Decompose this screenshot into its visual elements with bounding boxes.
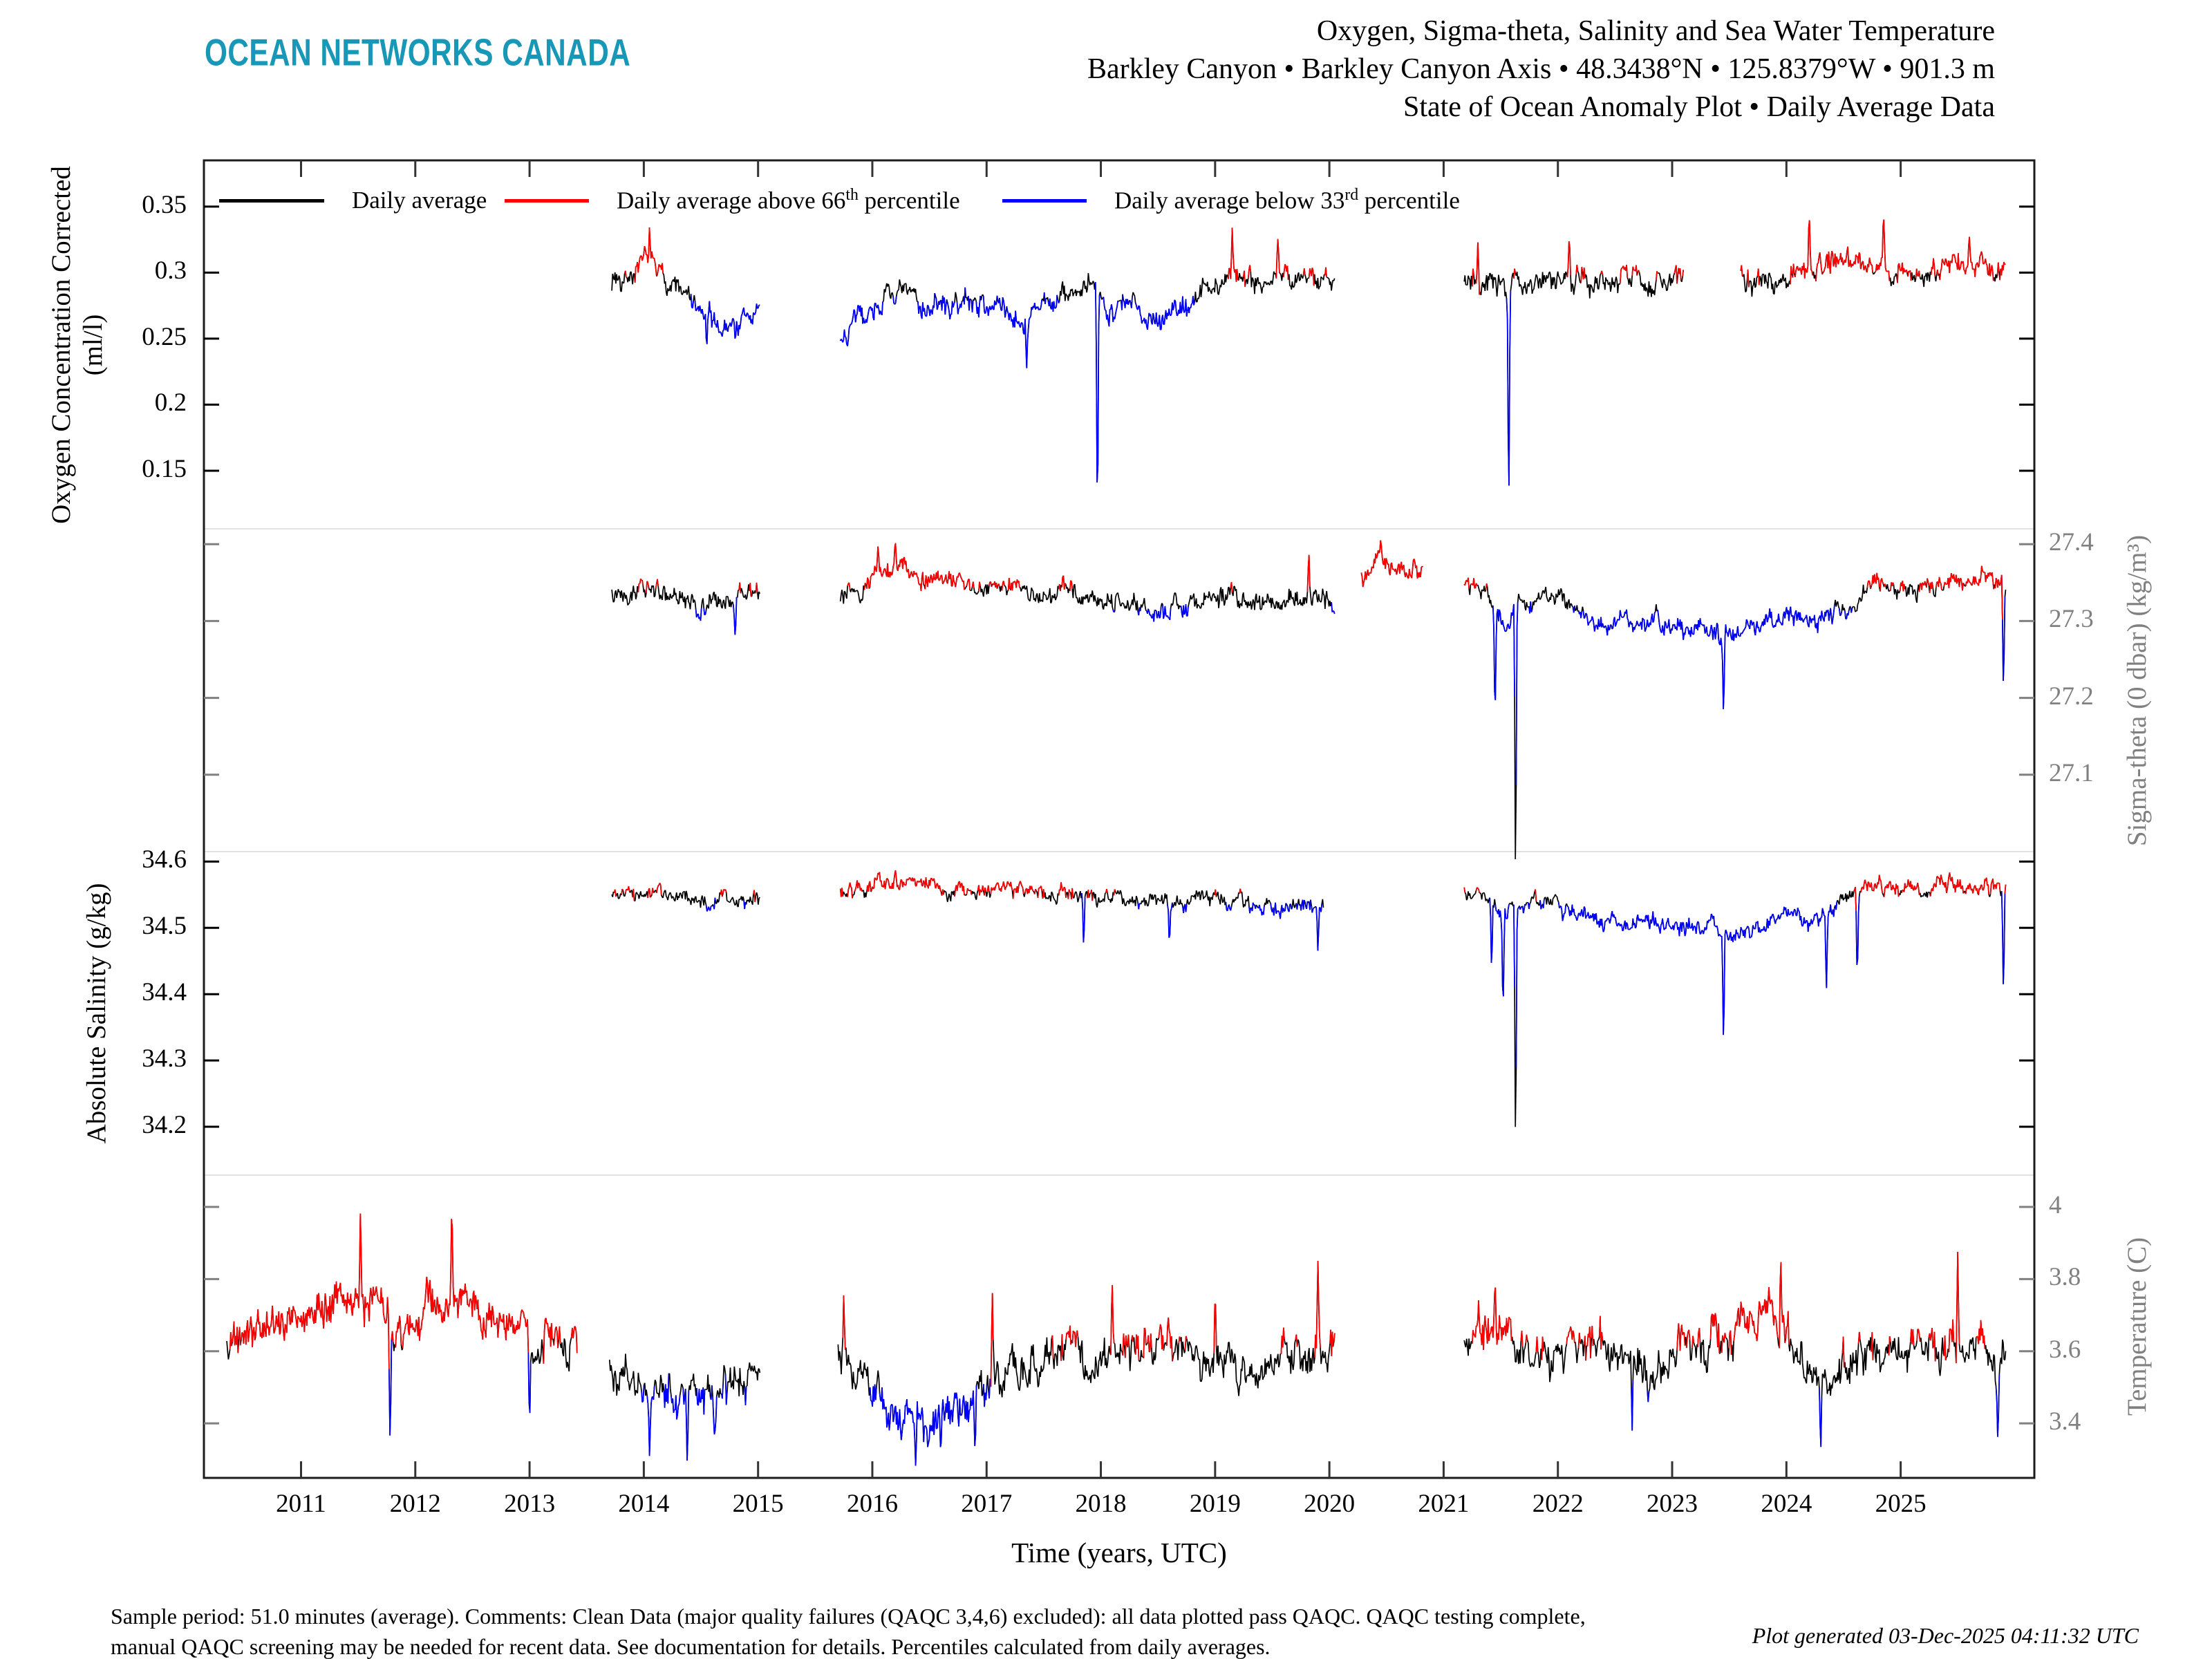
y-tick-label-salinity: 34.3 xyxy=(142,1044,187,1074)
series-below33-sigma-theta xyxy=(695,574,2006,786)
x-tick-label: 2015 xyxy=(732,1490,784,1518)
x-tick-label: 2019 xyxy=(1189,1490,1241,1518)
y-axis-title-salinity: Absolute Salinity (g/kg) xyxy=(82,883,111,1144)
series-daily-sigma-theta xyxy=(611,540,2007,860)
x-axis-title: Time (years, UTC) xyxy=(1011,1537,1227,1568)
y-axis-title-oxygen: Oxygen Concentration Corrected (ml/l) xyxy=(46,165,108,524)
onc-logo: OCEAN NETWORKS CANADA xyxy=(205,31,631,74)
series-daily-temperature xyxy=(226,1213,2007,1466)
y-tick-label-salinity: 34.6 xyxy=(142,845,187,874)
y-tick-label-oxygen: 0.25 xyxy=(142,322,187,351)
legend-label: Daily average below 33rd percentile xyxy=(1114,186,1460,214)
y-tick-label-temperature: 3.4 xyxy=(2049,1407,2081,1436)
legend-item-below33: Daily average below 33rd percentile xyxy=(1002,185,1460,216)
y-tick-label-salinity: 34.4 xyxy=(142,978,187,1007)
title-block: Oxygen, Sigma-theta, Salinity and Sea Wa… xyxy=(1087,12,1995,126)
series-below33-salinity xyxy=(705,887,2006,1068)
x-tick-label: 2022 xyxy=(1532,1490,1584,1518)
legend-label: Daily average xyxy=(352,187,487,214)
legend: Daily average Daily average above 66th pe… xyxy=(0,185,2212,216)
y-tick-label-sigma-theta: 27.3 xyxy=(2049,605,2094,634)
y-tick-label-salinity: 34.2 xyxy=(142,1110,187,1139)
y-tick-label-oxygen: 0.35 xyxy=(142,190,187,219)
plot-title-line1: Oxygen, Sigma-theta, Salinity and Sea Wa… xyxy=(1316,15,1995,47)
y-tick-label-sigma-theta: 27.1 xyxy=(2049,758,2094,787)
series-below33-oxygen xyxy=(690,281,1512,486)
x-tick-label: 2025 xyxy=(1875,1490,1927,1518)
footer-line2: manual QAQC screening may be needed for … xyxy=(111,1634,1271,1659)
x-tick-label: 2017 xyxy=(961,1490,1013,1518)
plot-frame xyxy=(203,159,2036,1479)
y-axis-title-temperature: Temperature (C) xyxy=(2122,1237,2152,1416)
legend-line-sample xyxy=(505,198,589,203)
series-below33-temperature xyxy=(388,1340,2000,1466)
series-above66-sigma-theta xyxy=(637,540,2003,620)
generated-timestamp: Plot generated 03-Dec-2025 04:11:32 UTC xyxy=(1752,1623,2139,1648)
x-tick-label: 2013 xyxy=(504,1490,556,1518)
plot-title-line2: Barkley Canyon • Barkley Canyon Axis • 4… xyxy=(1087,53,1995,85)
x-tick-label: 2024 xyxy=(1761,1490,1812,1518)
x-tick-label: 2021 xyxy=(1418,1490,1470,1518)
series-above66-salinity xyxy=(613,870,2007,912)
x-tick-label: 2020 xyxy=(1304,1490,1356,1518)
y-tick-label-temperature: 3.8 xyxy=(2049,1263,2081,1292)
footer-line1: Sample period: 51.0 minutes (average). C… xyxy=(111,1604,1586,1629)
legend-line-sample xyxy=(219,198,324,203)
legend-item-above66: Daily average above 66th percentile xyxy=(505,185,960,216)
y-tick-label-sigma-theta: 27.2 xyxy=(2049,682,2094,711)
x-tick-label: 2018 xyxy=(1075,1490,1127,1518)
series-daily-oxygen xyxy=(611,219,2006,486)
y-tick-label-oxygen: 0.15 xyxy=(142,454,187,483)
y-tick-label-temperature: 3.6 xyxy=(2049,1335,2081,1364)
y-tick-label-oxygen: 0.3 xyxy=(154,256,187,285)
x-tick-label: 2014 xyxy=(618,1490,670,1518)
legend-item-daily: Daily average xyxy=(219,185,487,216)
legend-label: Daily average above 66th percentile xyxy=(617,186,960,214)
y-tick-label-salinity: 34.5 xyxy=(142,912,187,941)
plot-title-line3: State of Ocean Anomaly Plot • Daily Aver… xyxy=(1403,91,1995,123)
legend-line-sample xyxy=(1002,198,1087,203)
y-axis-title-sigma-theta: Sigma-theta (0 dbar) (kg/m³) xyxy=(2122,534,2152,846)
series-daily-salinity xyxy=(611,870,2007,1127)
y-tick-label-oxygen: 0.2 xyxy=(154,388,187,418)
y-tick-label-temperature: 4 xyxy=(2049,1190,2062,1219)
x-tick-label: 2016 xyxy=(846,1490,898,1518)
x-tick-label: 2011 xyxy=(276,1490,326,1518)
series-above66-oxygen xyxy=(624,219,2006,295)
x-tick-label: 2012 xyxy=(389,1490,441,1518)
series-above66-temperature xyxy=(229,1213,1986,1387)
footer-comments: Sample period: 51.0 minutes (average). C… xyxy=(111,1601,1586,1659)
x-tick-label: 2023 xyxy=(1647,1490,1698,1518)
y-tick-label-sigma-theta: 27.4 xyxy=(2049,528,2094,557)
